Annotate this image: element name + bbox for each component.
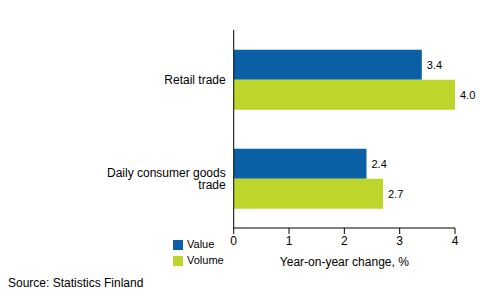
svg-text:Daily consumer goodstrade: Daily consumer goodstrade (107, 166, 226, 192)
svg-text:2: 2 (341, 234, 348, 248)
svg-text:1: 1 (286, 234, 293, 248)
svg-text:4: 4 (452, 234, 459, 248)
svg-text:3.4: 3.4 (427, 59, 442, 71)
svg-text:2.4: 2.4 (371, 158, 386, 170)
svg-text:0: 0 (230, 234, 237, 248)
html-text:Volume: Volume (187, 254, 224, 266)
svg-text:2.7: 2.7 (388, 188, 403, 200)
html-text:Source: Statistics Finland: Source: Statistics Finland (8, 276, 144, 290)
html-text:Value: Value (187, 238, 215, 250)
svg-text:Year-on-year change, %: Year-on-year change, % (280, 255, 409, 269)
svg-text:Retail trade: Retail trade (164, 73, 226, 87)
svg-text:4.0: 4.0 (460, 89, 475, 101)
svg-text:3: 3 (396, 234, 403, 248)
